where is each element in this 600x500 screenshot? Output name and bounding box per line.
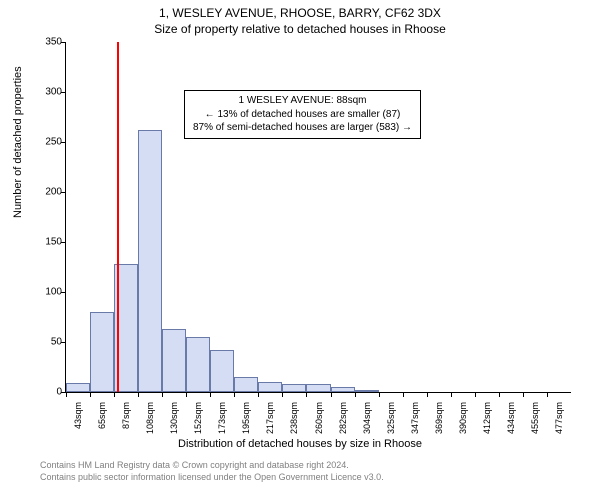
x-tick-mark bbox=[186, 392, 187, 397]
y-tick-label: 350 bbox=[34, 37, 62, 48]
histogram-bar bbox=[258, 382, 282, 392]
footer-line1: Contains HM Land Registry data © Crown c… bbox=[40, 460, 384, 472]
x-tick-mark bbox=[451, 392, 452, 397]
x-tick-mark bbox=[499, 392, 500, 397]
y-tick-label: 50 bbox=[34, 337, 62, 348]
x-tick-mark bbox=[355, 392, 356, 397]
histogram-bar bbox=[162, 329, 186, 392]
y-tick-mark bbox=[61, 192, 66, 193]
histogram-bar bbox=[66, 383, 90, 392]
y-tick-mark bbox=[61, 42, 66, 43]
x-tick-mark bbox=[523, 392, 524, 397]
x-tick-mark bbox=[331, 392, 332, 397]
histogram-bar bbox=[355, 390, 379, 392]
x-tick-mark bbox=[162, 392, 163, 397]
annotation-line2: ← 13% of detached houses are smaller (87… bbox=[193, 108, 412, 122]
chart-container: 1, WESLEY AVENUE, RHOOSE, BARRY, CF62 3D… bbox=[0, 0, 600, 500]
annotation-box: 1 WESLEY AVENUE: 88sqm ← 13% of detached… bbox=[184, 90, 421, 139]
histogram-bar bbox=[210, 350, 234, 392]
annotation-line1: 1 WESLEY AVENUE: 88sqm bbox=[193, 94, 412, 108]
histogram-bar bbox=[234, 377, 258, 392]
x-tick-mark bbox=[90, 392, 91, 397]
footer: Contains HM Land Registry data © Crown c… bbox=[40, 460, 384, 483]
x-tick-mark bbox=[282, 392, 283, 397]
histogram-bar bbox=[186, 337, 210, 392]
y-tick-mark bbox=[61, 92, 66, 93]
x-tick-mark bbox=[475, 392, 476, 397]
y-tick-label: 100 bbox=[34, 287, 62, 298]
x-tick-mark bbox=[547, 392, 548, 397]
footer-line2: Contains public sector information licen… bbox=[40, 472, 384, 484]
y-tick-mark bbox=[61, 292, 66, 293]
x-axis-label: Distribution of detached houses by size … bbox=[0, 438, 600, 450]
y-tick-mark bbox=[61, 342, 66, 343]
plot-area: 1 WESLEY AVENUE: 88sqm ← 13% of detached… bbox=[65, 42, 571, 393]
y-tick-label: 300 bbox=[34, 87, 62, 98]
y-tick-label: 0 bbox=[34, 387, 62, 398]
title-line2: Size of property relative to detached ho… bbox=[0, 20, 600, 36]
x-tick-mark bbox=[403, 392, 404, 397]
histogram-bar bbox=[282, 384, 306, 392]
x-tick-mark bbox=[306, 392, 307, 397]
x-tick-mark bbox=[379, 392, 380, 397]
annotation-line3: 87% of semi-detached houses are larger (… bbox=[193, 121, 412, 135]
histogram-bar bbox=[331, 387, 355, 392]
histogram-bar bbox=[306, 384, 330, 392]
y-tick-label: 250 bbox=[34, 137, 62, 148]
marker-line bbox=[117, 42, 119, 392]
y-tick-label: 150 bbox=[34, 237, 62, 248]
x-tick-mark bbox=[427, 392, 428, 397]
y-tick-label: 200 bbox=[34, 187, 62, 198]
x-tick-mark bbox=[234, 392, 235, 397]
title-line1: 1, WESLEY AVENUE, RHOOSE, BARRY, CF62 3D… bbox=[0, 0, 600, 20]
x-tick-mark bbox=[258, 392, 259, 397]
y-tick-mark bbox=[61, 142, 66, 143]
histogram-bar bbox=[138, 130, 162, 392]
x-tick-mark bbox=[138, 392, 139, 397]
x-tick-mark bbox=[114, 392, 115, 397]
y-tick-mark bbox=[61, 242, 66, 243]
x-tick-mark bbox=[210, 392, 211, 397]
histogram-bar bbox=[90, 312, 114, 392]
x-tick-mark bbox=[66, 392, 67, 397]
y-axis-label: Number of detached properties bbox=[12, 66, 24, 218]
